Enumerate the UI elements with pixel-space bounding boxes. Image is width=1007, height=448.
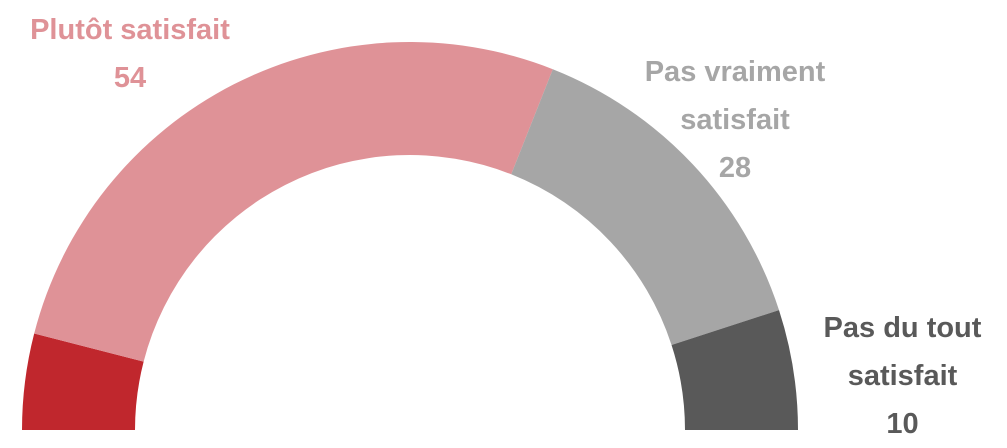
value-label: 28 (718, 152, 752, 184)
category-name: Pas du tout satisfait (823, 312, 982, 392)
category-name: Pas vraiment satisfait (644, 56, 826, 136)
arc-segment (511, 69, 780, 346)
arc-segment (34, 42, 553, 362)
value-label: 54 (113, 62, 147, 94)
arc-segment (22, 333, 144, 430)
segment-label: Plutôt satisfait 54 (0, 6, 260, 102)
chart (22, 42, 798, 430)
category-name: Plutôt satisfait (30, 14, 230, 46)
arc-segment (671, 310, 798, 430)
segment-label: Pas du tout satisfait 10 (800, 304, 1005, 448)
page: (() => { const data = JSON.parse(documen… (0, 6, 982, 440)
segment-label: Pas vraiment satisfait 28 (615, 48, 855, 192)
value-label: 10 (886, 408, 919, 440)
